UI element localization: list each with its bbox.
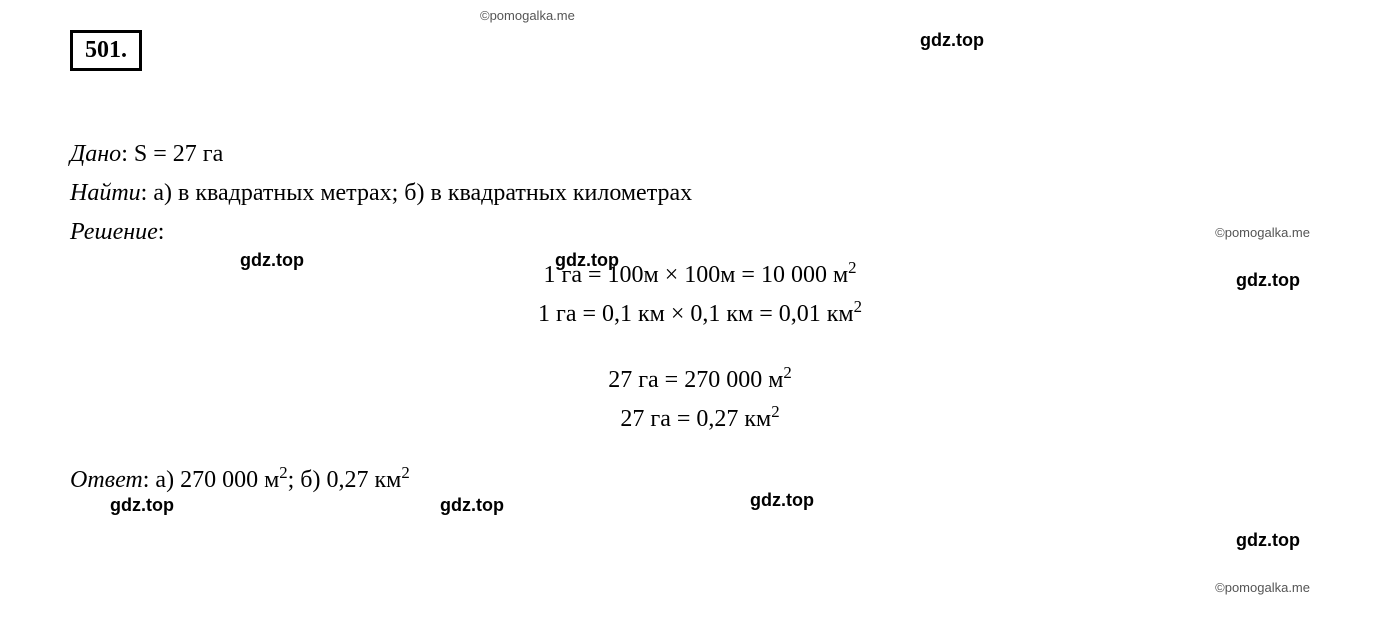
- watermark-gdz-8: gdz.top: [1236, 530, 1300, 551]
- watermark-gdz-3: gdz.top: [555, 250, 619, 271]
- find-label: Найти: [70, 180, 141, 206]
- watermark-pomogalka-mid: ©pomogalka.me: [1215, 225, 1310, 240]
- watermark-gdz-5: gdz.top: [110, 495, 174, 516]
- watermark-gdz-1: gdz.top: [920, 30, 984, 51]
- given-label: Дано: [70, 141, 121, 167]
- solution-line: Решение:: [70, 219, 1330, 246]
- watermark-gdz-7: gdz.top: [750, 490, 814, 511]
- equation-2: 1 га = 0,1 км × 0,1 км = 0,01 км2: [70, 297, 1330, 328]
- find-line: Найти: а) в квадратных метрах; б) в квад…: [70, 180, 1330, 207]
- watermark-gdz-2: gdz.top: [240, 250, 304, 271]
- problem-number: 501.: [70, 30, 142, 71]
- equation-3: 27 га = 270 000 м2: [70, 363, 1330, 394]
- answer-part-a: : а) 270 000 м: [143, 467, 280, 493]
- answer-b-sup: 2: [401, 463, 409, 482]
- equations-block-2: 27 га = 270 000 м2 27 га = 0,27 км2: [70, 363, 1330, 433]
- given-value: : S = 27 га: [121, 141, 223, 167]
- watermark-pomogalka-top: ©pomogalka.me: [480, 8, 575, 23]
- answer-part-b: ; б) 0,27 км: [288, 467, 402, 493]
- solution-label: Решение: [70, 219, 158, 245]
- watermark-pomogalka-bottom: ©pomogalka.me: [1215, 580, 1310, 595]
- equation-4: 27 га = 0,27 км2: [70, 402, 1330, 433]
- answer-line: Ответ: а) 270 000 м2; б) 0,27 км2: [70, 463, 1330, 494]
- answer-a-sup: 2: [279, 463, 287, 482]
- answer-label: Ответ: [70, 467, 143, 493]
- solution-colon: :: [158, 219, 165, 245]
- watermark-gdz-4: gdz.top: [1236, 270, 1300, 291]
- find-value: : а) в квадратных метрах; б) в квадратны…: [141, 180, 692, 206]
- given-line: Дано: S = 27 га: [70, 141, 1330, 168]
- watermark-gdz-6: gdz.top: [440, 495, 504, 516]
